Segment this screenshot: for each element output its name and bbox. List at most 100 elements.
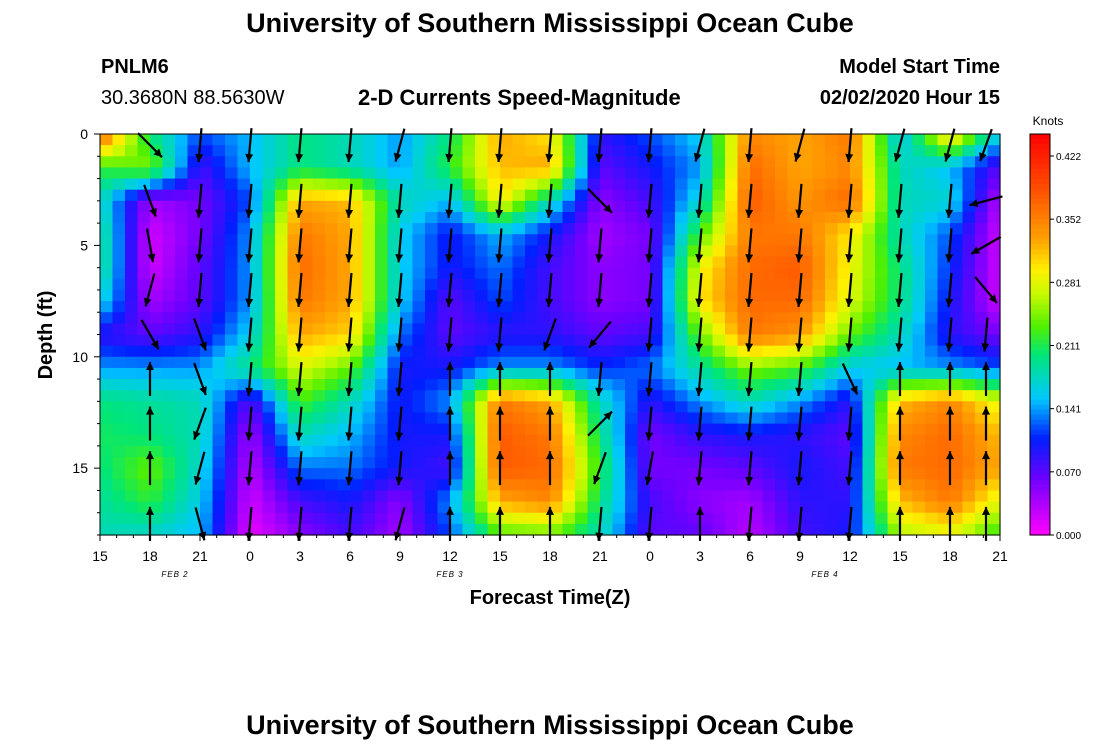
- heatmap-cell: [987, 301, 1001, 313]
- heatmap-cell: [762, 301, 776, 313]
- heatmap-cell: [362, 345, 376, 358]
- heatmap-cell: [187, 167, 201, 180]
- heatmap-cell: [150, 267, 164, 280]
- heatmap-cell: [875, 457, 889, 469]
- heatmap-cell: [862, 323, 876, 336]
- heatmap-cell: [975, 523, 989, 536]
- heatmap-cell: [275, 156, 289, 169]
- heatmap-cell: [162, 390, 176, 402]
- heatmap-cell: [225, 256, 239, 269]
- heatmap-cell: [775, 379, 789, 391]
- heatmap-cell: [812, 223, 826, 235]
- heatmap-cell: [912, 390, 926, 402]
- heatmap-cell: [500, 145, 514, 157]
- heatmap-cell: [275, 423, 289, 436]
- heatmap-cell: [712, 379, 726, 391]
- heatmap-cell: [312, 289, 326, 302]
- heatmap-cell: [950, 334, 964, 347]
- current-arrow: [945, 317, 954, 352]
- heatmap-cell: [450, 189, 464, 202]
- current-arrow: [745, 451, 754, 486]
- x-tick-label: 0: [246, 548, 254, 564]
- heatmap-cell: [637, 245, 651, 258]
- heatmap-cell: [237, 468, 251, 480]
- x-tick-label: 12: [842, 548, 858, 564]
- heatmap-cell: [237, 401, 251, 414]
- heatmap-cell: [550, 445, 564, 458]
- heatmap-cell: [425, 490, 439, 503]
- heatmap-cell: [187, 345, 201, 358]
- heatmap-cell: [225, 345, 239, 358]
- heatmap-cell: [112, 501, 126, 514]
- colorbar-swatch: [1030, 289, 1050, 295]
- heatmap-cell: [900, 434, 914, 447]
- heatmap-cell: [962, 423, 976, 436]
- heatmap-cell: [887, 412, 901, 425]
- heatmap-cell: [850, 490, 864, 503]
- heatmap-cell: [687, 234, 701, 246]
- heatmap-cell: [625, 345, 639, 358]
- heatmap-cell: [225, 267, 239, 280]
- heatmap-cell: [175, 189, 189, 202]
- heatmap-cell: [975, 345, 989, 358]
- heatmap-cell: [937, 479, 951, 492]
- heatmap-cell: [600, 256, 614, 269]
- current-arrow: [495, 228, 504, 263]
- heatmap-cell: [912, 145, 926, 157]
- heatmap-cell: [875, 134, 889, 146]
- heatmap-cell: [250, 189, 264, 202]
- heatmap-cell: [625, 289, 639, 302]
- heatmap-cell: [225, 178, 239, 191]
- heatmap-cell: [537, 412, 551, 425]
- heatmap-cell: [362, 379, 376, 391]
- heatmap-cell: [950, 345, 964, 358]
- heatmap-cell: [762, 479, 776, 492]
- heatmap-cell: [875, 323, 889, 336]
- heatmap-cell: [200, 223, 214, 235]
- heatmap-cell: [275, 178, 289, 191]
- heatmap-cell: [462, 334, 476, 347]
- heatmap-cell: [812, 457, 826, 469]
- heatmap-cell: [950, 512, 964, 525]
- heatmap-cell: [287, 423, 301, 436]
- current-arrow: [345, 451, 354, 486]
- heatmap-cell: [425, 379, 439, 391]
- heatmap-cell: [175, 234, 189, 246]
- heatmap-cell: [237, 379, 251, 391]
- heatmap-cell: [312, 234, 326, 246]
- x-tick-label: 9: [396, 548, 404, 564]
- heatmap-cell: [925, 445, 939, 458]
- heatmap-cell: [625, 468, 639, 480]
- heatmap-cell: [662, 512, 676, 525]
- heatmap-cell: [437, 211, 451, 224]
- heatmap-cell: [825, 189, 839, 202]
- x-tick-label: 0: [646, 548, 654, 564]
- heatmap-cell: [987, 390, 1001, 402]
- heatmap-cell: [125, 379, 139, 391]
- heatmap-cell: [850, 267, 864, 280]
- heatmap-cell: [175, 200, 189, 213]
- heatmap-cell: [750, 434, 764, 447]
- heatmap-cell: [900, 156, 914, 169]
- current-arrow: [588, 320, 612, 349]
- heatmap-cell: [887, 367, 901, 380]
- heatmap-cell: [337, 323, 351, 336]
- heatmap-cell: [462, 401, 476, 414]
- heatmap-cell: [762, 289, 776, 302]
- heatmap-cell: [625, 512, 639, 525]
- heatmap-cell: [387, 189, 401, 202]
- heatmap-cell: [462, 345, 476, 358]
- heatmap-cell: [625, 245, 639, 258]
- heatmap-cell: [900, 445, 914, 458]
- heatmap-cell: [512, 468, 526, 480]
- heatmap-cell: [725, 345, 739, 358]
- heatmap-cell: [100, 234, 114, 246]
- heatmap-cell: [862, 223, 876, 235]
- heatmap-cell: [162, 323, 176, 336]
- heatmap-cell: [300, 156, 314, 169]
- heatmap-cell: [150, 512, 164, 525]
- y-tick-label: 0: [80, 126, 88, 142]
- colorbar-swatch: [1030, 169, 1050, 175]
- heatmap-cell: [662, 423, 676, 436]
- heatmap-cell: [825, 178, 839, 191]
